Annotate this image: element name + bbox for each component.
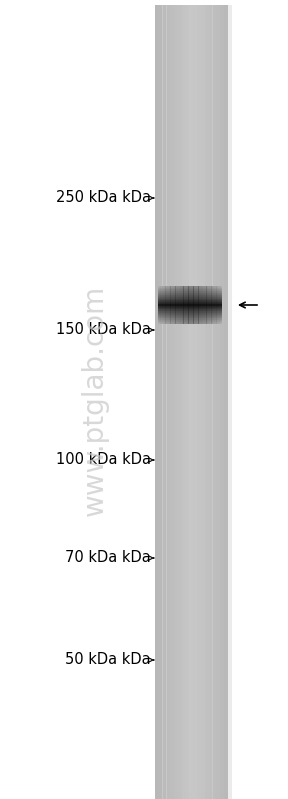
Bar <box>172 286 174 324</box>
Bar <box>169 286 170 324</box>
Bar <box>159 5 162 799</box>
Bar <box>174 5 178 799</box>
Bar <box>211 286 213 324</box>
Bar <box>213 5 216 799</box>
Bar <box>200 286 202 324</box>
Bar <box>166 5 170 799</box>
Bar <box>205 5 209 799</box>
Bar <box>195 286 197 324</box>
Bar <box>164 286 166 324</box>
Bar <box>170 5 174 799</box>
Text: 100 kDa kDa: 100 kDa kDa <box>56 452 151 467</box>
Text: 150 kDa kDa: 150 kDa kDa <box>56 323 151 337</box>
Bar <box>220 5 224 799</box>
Bar <box>201 5 205 799</box>
Bar <box>218 286 220 324</box>
Bar <box>183 286 185 324</box>
Bar <box>155 5 159 799</box>
Bar <box>205 286 207 324</box>
Bar <box>174 286 175 324</box>
Bar <box>197 286 198 324</box>
Bar <box>198 286 200 324</box>
Text: 70 kDa kDa: 70 kDa kDa <box>65 551 151 566</box>
Bar <box>190 5 193 799</box>
Text: www.ptglab.com: www.ptglab.com <box>81 284 109 515</box>
Bar <box>155 5 228 799</box>
Bar <box>182 286 184 324</box>
Bar <box>194 5 197 799</box>
Bar <box>182 5 185 799</box>
Bar <box>197 5 201 799</box>
Bar <box>186 5 190 799</box>
Bar <box>180 286 182 324</box>
Bar <box>213 286 215 324</box>
Bar <box>167 286 169 324</box>
Bar <box>209 5 213 799</box>
Bar <box>165 286 167 324</box>
Bar <box>190 286 192 324</box>
Bar <box>163 5 166 799</box>
Bar <box>159 286 161 324</box>
Bar <box>160 286 162 324</box>
Bar <box>170 286 172 324</box>
Bar <box>217 5 220 799</box>
Bar <box>187 286 189 324</box>
Bar <box>188 286 190 324</box>
Bar <box>192 286 194 324</box>
Bar <box>178 5 182 799</box>
Bar <box>228 5 232 799</box>
Bar <box>210 286 212 324</box>
Bar <box>221 286 223 324</box>
Text: 50 kDa kDa: 50 kDa kDa <box>65 653 151 667</box>
Bar <box>193 286 195 324</box>
Bar <box>175 286 177 324</box>
Bar <box>219 286 221 324</box>
Text: 250 kDa kDa: 250 kDa kDa <box>56 190 151 205</box>
Bar <box>215 286 217 324</box>
Bar <box>162 286 164 324</box>
Bar <box>202 286 203 324</box>
Bar <box>177 286 179 324</box>
Bar <box>185 286 187 324</box>
Bar <box>216 286 218 324</box>
Bar <box>157 286 159 324</box>
Bar <box>206 286 208 324</box>
Bar <box>179 286 181 324</box>
Bar <box>203 286 205 324</box>
Bar <box>224 5 228 799</box>
Bar <box>208 286 210 324</box>
